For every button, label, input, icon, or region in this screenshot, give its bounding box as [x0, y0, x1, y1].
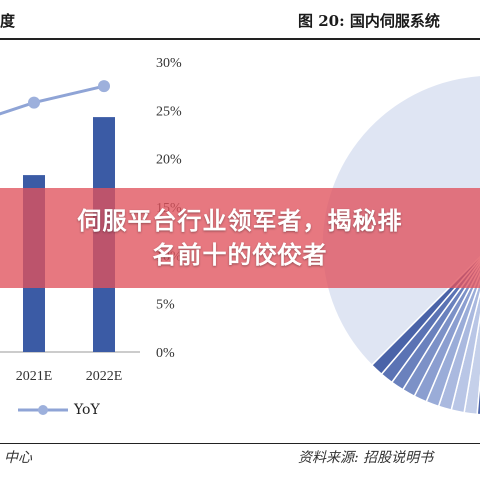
- top-rule: [0, 38, 480, 40]
- yoy-point: [28, 96, 40, 109]
- y-axis-tick-label: 30%: [156, 56, 182, 71]
- x-axis-category-label: 2022E: [86, 369, 123, 384]
- x-axis-category-label: 2021E: [16, 369, 53, 384]
- y-axis-tick-label: 0%: [156, 346, 175, 361]
- source-note: 资料来源: 招股说明书: [298, 450, 434, 466]
- pie-slice-dark: [476, 373, 480, 416]
- y-axis-tick-label: 5%: [156, 298, 175, 313]
- left-figure-title: 度: [0, 12, 16, 30]
- headline-banner: 伺服平台行业领军者，揭秘排 名前十的佼佼者: [0, 188, 480, 288]
- y-axis-tick-label: 20%: [156, 153, 182, 168]
- headline-line-2: 名前十的佼佼者: [152, 241, 328, 269]
- chart-legend: YoY: [18, 402, 100, 418]
- yoy-line: [0, 84, 105, 116]
- headline-line-1: 伺服平台行业领军者，揭秘排: [77, 207, 403, 235]
- legend-yoy-swatch: [18, 405, 68, 415]
- legend-yoy-label: YoY: [74, 402, 100, 418]
- right-figure-title: 图 20: 国内伺服系统: [298, 12, 440, 30]
- bottom-rule: [0, 443, 480, 444]
- footer-left-text: 中心: [4, 450, 32, 466]
- y-axis-tick-label: 25%: [156, 104, 182, 119]
- yoy-point: [98, 80, 110, 93]
